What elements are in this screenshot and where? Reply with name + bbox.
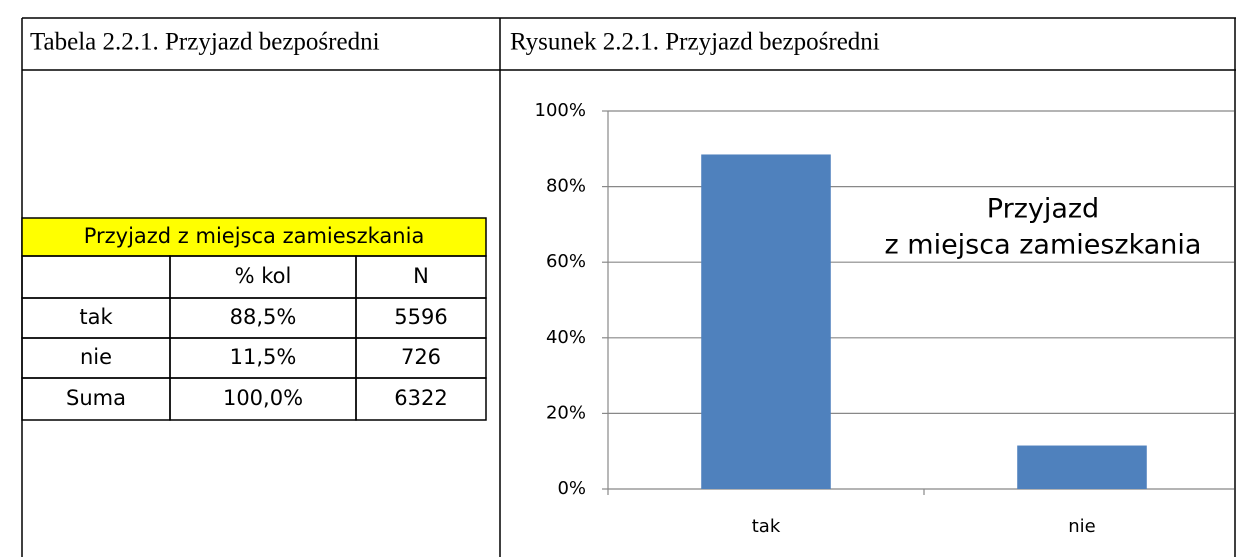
y-tick-label: 20%: [546, 402, 586, 423]
table-title: Przyjazd z miejsca zamieszkania: [84, 224, 425, 248]
y-tick-label: 80%: [546, 176, 586, 197]
x-tick-label: nie: [1068, 516, 1095, 537]
column-header: % kol: [235, 264, 292, 288]
figure-caption: Rysunek 2.2.1. Przyjazd bezpośredni: [510, 29, 880, 56]
data-table: Przyjazd z miejsca zamieszkania % kol Ntak…: [21, 217, 487, 421]
table-value: 6322: [394, 386, 447, 410]
table-value: Suma: [66, 386, 126, 410]
chart: 0% 20% 40% 60% 80% 100% tak nie Przyjazd z miejsc…: [535, 100, 1234, 537]
table-cell: [21, 255, 171, 299]
table-caption: Tabela 2.2.1. Przyjazd bezpośredni: [30, 29, 380, 56]
table-value: 11,5%: [230, 345, 297, 369]
chart-title: Przyjazd: [987, 194, 1099, 225]
table-value: 88,5%: [230, 305, 297, 329]
bar: [701, 154, 831, 489]
table-value: 5596: [394, 305, 447, 329]
y-tick-label: 100%: [535, 100, 586, 121]
x-tick-label: tak: [752, 516, 781, 537]
table-value: tak: [79, 305, 113, 329]
column-header: N: [413, 264, 429, 288]
chart-title: z miejsca zamieszkania: [885, 230, 1202, 261]
table-value: nie: [80, 345, 112, 369]
bar: [1017, 445, 1147, 489]
table-value: 726: [401, 345, 441, 369]
table-title-cell: [21, 217, 487, 257]
y-tick-label: 60%: [546, 251, 586, 272]
y-tick-label: 40%: [546, 327, 586, 348]
table-cell: [355, 377, 487, 421]
y-tick-label: 0%: [557, 478, 586, 499]
table-value: 100,0%: [223, 386, 303, 410]
